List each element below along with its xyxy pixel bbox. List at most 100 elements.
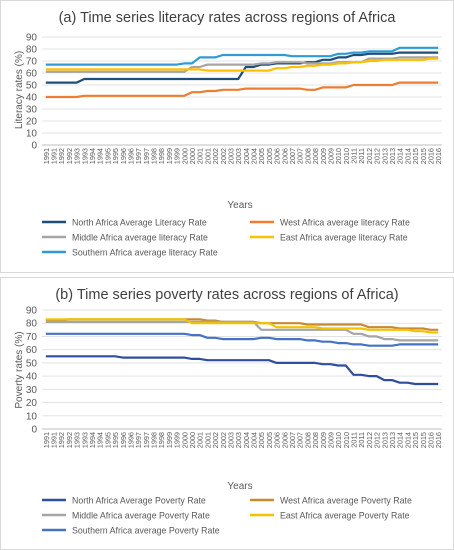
y-tick-label: 0	[31, 425, 37, 436]
x-tick-label: 1995	[103, 148, 112, 164]
series-line	[45, 320, 439, 342]
y-tick-label: 60	[26, 69, 38, 80]
x-tick-label: 2002	[219, 432, 228, 448]
legend-entry: Southern Africa average Poverty Rate	[72, 526, 220, 536]
x-tick-label: 1995	[111, 432, 120, 448]
x-tick-label: 2005	[265, 432, 274, 448]
x-tick-label: 2015	[411, 148, 420, 164]
x-tick-label: 2012	[365, 432, 374, 448]
x-tick-label: 1992	[65, 432, 74, 448]
x-tick-label: 1996	[126, 432, 135, 448]
x-tick-label: 1997	[142, 148, 151, 164]
x-tick-label: 2012	[365, 148, 374, 164]
x-tick-label: 2009	[326, 148, 335, 164]
chart-title: (b) Time series poverty rates across reg…	[55, 287, 398, 303]
x-tick-label: 1996	[119, 432, 128, 448]
x-tick-label: 2007	[288, 432, 297, 448]
y-tick-label: 40	[26, 93, 38, 104]
x-tick-label: 2002	[211, 148, 220, 164]
x-tick-label: 1999	[165, 432, 174, 448]
x-tick-label: 2010	[334, 432, 343, 448]
x-tick-label: 1994	[88, 148, 97, 164]
x-axis-label: Years	[227, 200, 252, 211]
x-tick-label: 1991	[50, 432, 59, 448]
x-tick-label: 2002	[211, 432, 220, 448]
y-tick-label: 20	[26, 117, 38, 128]
x-tick-label: 1993	[80, 432, 89, 448]
legend-entry: Middle Africa average Poverty Rate	[72, 511, 210, 521]
y-tick-label: 90	[26, 33, 38, 44]
y-tick-label: 70	[26, 57, 38, 68]
x-tick-label: 2003	[226, 148, 235, 164]
y-tick-label: 50	[26, 358, 38, 369]
x-tick-label: 2012	[373, 148, 382, 164]
x-tick-label: 1991	[42, 148, 51, 164]
x-tick-label: 1991	[42, 432, 51, 448]
poverty-chart-panel: (b) Time series poverty rates across reg…	[0, 277, 454, 550]
x-tick-label: 1998	[157, 148, 166, 164]
x-tick-label: 1999	[165, 148, 174, 164]
literacy-chart: (a) Time series literacy rates across re…	[0, 0, 454, 273]
x-tick-label: 2008	[311, 148, 320, 164]
x-tick-label: 1995	[103, 432, 112, 448]
x-tick-label: 2004	[242, 432, 251, 448]
x-tick-label: 1997	[134, 432, 143, 448]
x-tick-label: 2008	[303, 432, 312, 448]
x-tick-label: 1998	[150, 432, 159, 448]
x-tick-label: 1995	[111, 148, 120, 164]
x-tick-label: 2005	[265, 148, 274, 164]
legend-entry: West Africa average literacy Rate	[280, 218, 410, 228]
x-tick-label: 2001	[203, 148, 212, 164]
x-tick-label: 2000	[188, 148, 197, 164]
x-tick-label: 1994	[96, 432, 105, 448]
x-tick-label: 2007	[288, 148, 297, 164]
x-tick-label: 1998	[150, 148, 159, 164]
y-tick-label: 70	[26, 332, 38, 343]
x-tick-label: 2003	[234, 148, 243, 164]
x-tick-label: 2013	[388, 432, 397, 448]
x-tick-label: 2007	[296, 432, 305, 448]
x-tick-label: 2015	[419, 432, 428, 448]
x-tick-label: 2016	[426, 432, 435, 448]
x-tick-label: 2015	[419, 148, 428, 164]
x-tick-label: 2016	[426, 148, 435, 164]
x-tick-label: 2006	[273, 148, 282, 164]
x-tick-label: 1997	[142, 432, 151, 448]
x-tick-label: 2006	[273, 432, 282, 448]
y-tick-label: 30	[26, 105, 38, 116]
x-tick-label: 2004	[250, 432, 259, 448]
y-tick-label: 20	[26, 398, 38, 409]
y-tick-label: 40	[26, 372, 38, 383]
y-tick-label: 80	[26, 45, 38, 56]
x-tick-label: 1997	[134, 148, 143, 164]
x-tick-label: 2010	[342, 148, 351, 164]
x-tick-label: 2013	[380, 148, 389, 164]
x-tick-label: 1993	[80, 148, 89, 164]
x-tick-label: 2013	[380, 432, 389, 448]
x-tick-label: 2008	[311, 432, 320, 448]
x-tick-label: 2007	[296, 148, 305, 164]
x-tick-label: 1994	[88, 432, 97, 448]
x-tick-label: 1996	[126, 148, 135, 164]
x-tick-label: 2000	[180, 148, 189, 164]
x-tick-label: 1998	[157, 432, 166, 448]
legend-entry: Middle Africa average literacy Rate	[72, 233, 208, 243]
x-tick-label: 2000	[180, 432, 189, 448]
x-tick-label: 1999	[173, 148, 182, 164]
legend-entry: East Africa average Poverty Rate	[280, 511, 410, 521]
poverty-chart: (b) Time series poverty rates across reg…	[0, 277, 454, 550]
x-tick-label: 2014	[403, 148, 412, 164]
x-tick-label: 2011	[357, 432, 366, 448]
x-tick-label: 1992	[57, 148, 66, 164]
y-tick-label: 10	[26, 129, 38, 140]
series-line	[45, 46, 439, 66]
x-tick-label: 2016	[434, 432, 443, 448]
x-tick-label: 2011	[350, 432, 359, 448]
x-tick-label: 1992	[57, 432, 66, 448]
x-tick-label: 2012	[373, 432, 382, 448]
x-tick-label: 2013	[388, 148, 397, 164]
series-line	[45, 57, 439, 72]
x-tick-label: 1994	[96, 148, 105, 164]
y-axis-label: Poverty rates (%)	[14, 331, 25, 408]
y-tick-label: 50	[26, 81, 38, 92]
